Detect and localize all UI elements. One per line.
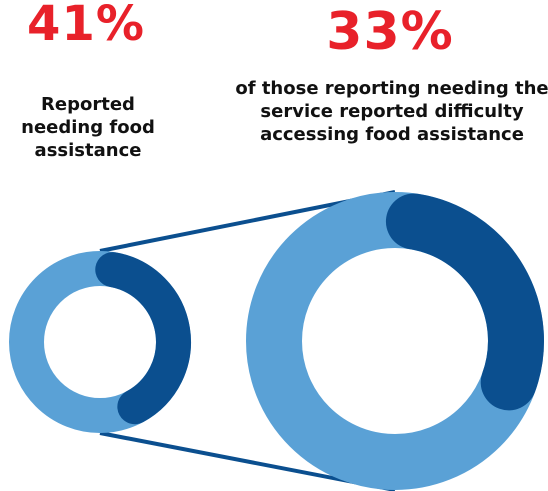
left-caption: Reported needing food assistance (21, 94, 155, 161)
right-caption: of those reporting needing the service r… (235, 78, 548, 145)
donut-segment-large (385, 193, 544, 411)
right-percentage: 33% (326, 2, 454, 62)
donut-segment-small (95, 252, 191, 425)
left-percentage: 41% (27, 0, 145, 52)
